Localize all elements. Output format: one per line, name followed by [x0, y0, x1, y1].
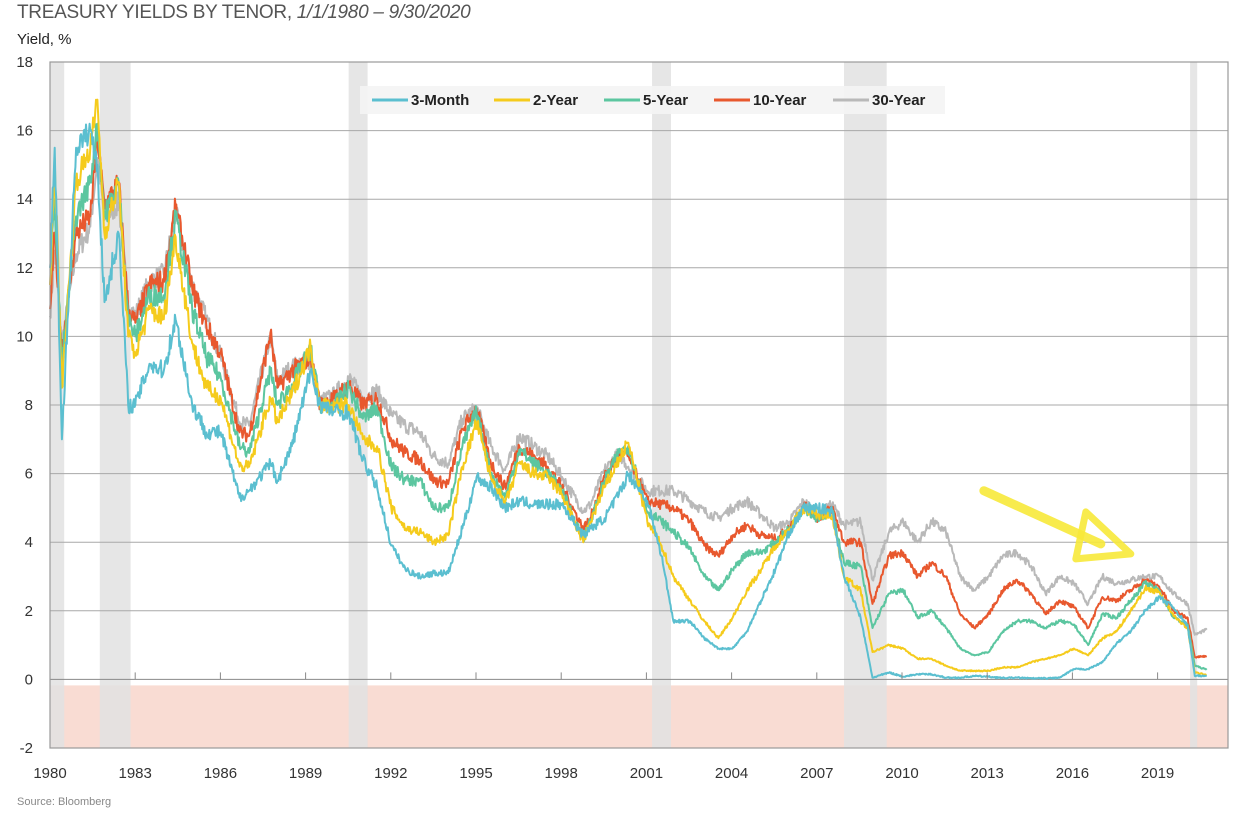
- chart-title-date-range: 1/1/1980 – 9/30/2020: [296, 2, 471, 23]
- legend-label-10-year: 10-Year: [753, 92, 807, 109]
- x-tick-label: 2013: [971, 765, 1004, 782]
- y-tick-label: 14: [16, 191, 33, 208]
- series-line-10-year: [49, 136, 1208, 659]
- x-tick-label: 2016: [1056, 765, 1089, 782]
- x-tick-label: 2010: [885, 765, 918, 782]
- negative-yield-zone: [50, 685, 1228, 748]
- x-tick-label: 1998: [545, 765, 578, 782]
- x-tick-label: 1980: [33, 765, 66, 782]
- annotation-arrow-head: [1072, 508, 1135, 563]
- series-line-2-year: [49, 98, 1207, 676]
- plot-frame: [49, 61, 1229, 749]
- x-tick-label: 2004: [715, 765, 748, 782]
- legend-label-2-year: 2-Year: [533, 92, 578, 109]
- chart-title-main: TREASURY YIELDS BY TENOR,: [17, 2, 297, 23]
- y-tick-label: 8: [25, 397, 33, 414]
- x-tick-label: 2001: [630, 765, 663, 782]
- source-note: Source: Bloomberg: [17, 796, 112, 808]
- x-tick-label: 1989: [289, 765, 322, 782]
- y-tick-label: 10: [16, 328, 33, 345]
- x-tick-label: 1986: [204, 765, 237, 782]
- y-tick-label: 16: [16, 123, 33, 140]
- series-line-5-year: [49, 122, 1208, 671]
- y-tick-label: 18: [16, 54, 33, 71]
- x-tick-label: 1992: [374, 765, 407, 782]
- y-tick-label: 4: [25, 534, 33, 551]
- y-tick-label: 12: [16, 260, 33, 277]
- y-tick-label: -2: [20, 740, 33, 757]
- x-tick-label: 1995: [459, 765, 492, 782]
- x-tick-label: 1983: [119, 765, 152, 782]
- chart-title: TREASURY YIELDS BY TENOR, 1/1/1980 – 9/3…: [17, 2, 471, 24]
- y-tick-label: 2: [25, 603, 33, 620]
- y-axis-label: Yield, %: [17, 31, 72, 48]
- legend-label-30-year: 30-Year: [872, 92, 926, 109]
- x-tick-label: 2019: [1141, 765, 1174, 782]
- series-line-3-month: [49, 122, 1207, 680]
- y-tick-label: 0: [25, 671, 33, 688]
- legend-label-3-month: 3-Month: [411, 92, 469, 109]
- legend-label-5-year: 5-Year: [643, 92, 688, 109]
- x-tick-label: 2007: [800, 765, 833, 782]
- series-line-30-year: [49, 157, 1208, 636]
- y-tick-label: 6: [25, 466, 33, 483]
